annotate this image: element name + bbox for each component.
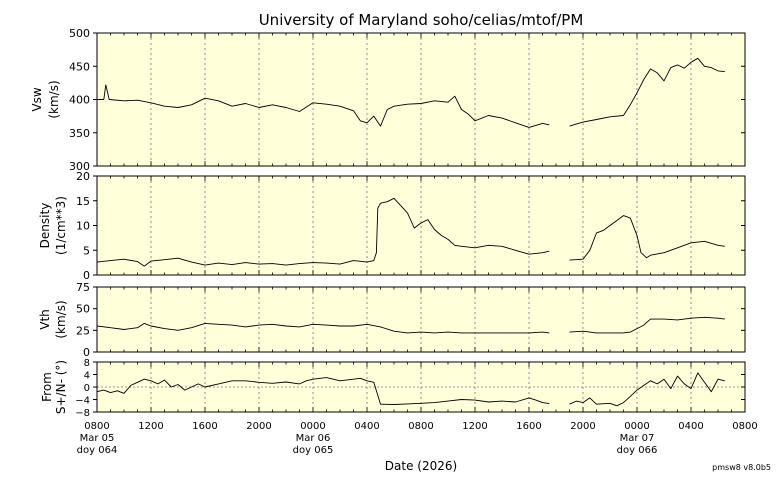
y-axis-label: Vsw xyxy=(30,87,44,111)
y-tick-label: 450 xyxy=(69,60,90,73)
series-line-vth xyxy=(569,316,725,334)
x-tick-label: 0400 xyxy=(354,421,379,432)
y-tick-label: −8 xyxy=(75,408,90,419)
y-tick-label: 0 xyxy=(83,346,90,359)
date-label: Mar 07 xyxy=(620,433,655,444)
x-tick-label: 0000 xyxy=(624,421,649,432)
x-tick-label: 0400 xyxy=(678,421,703,432)
panel-vsw: 300 350 400 450 500 Vsw (km/s) xyxy=(30,27,746,173)
x-tick-label: 1600 xyxy=(516,421,541,432)
x-tick-label: 2000 xyxy=(246,421,271,432)
series-line-density xyxy=(569,215,725,261)
y-tick-label: 25 xyxy=(76,324,90,337)
series-line-vsw xyxy=(569,57,725,127)
y-tick-label: 8 xyxy=(84,358,90,369)
series-line-from-sn xyxy=(569,372,725,407)
date-label: Mar 06 xyxy=(296,433,331,444)
series-line-vsw xyxy=(97,84,550,128)
doy-label: doy 064 xyxy=(77,445,118,456)
y-tick-label: 75 xyxy=(76,281,90,294)
doy-label: doy 066 xyxy=(617,445,658,456)
y-axis-unit: (km/s) xyxy=(54,300,68,338)
x-tick-label: 1200 xyxy=(462,421,487,432)
y-tick-label: 4 xyxy=(84,371,90,382)
doy-label: doy 065 xyxy=(293,445,334,456)
y-tick-label: 10 xyxy=(76,220,90,233)
y-tick-label: 350 xyxy=(69,127,90,140)
plot-area xyxy=(97,176,745,275)
y-tick-label: 5 xyxy=(83,244,90,257)
y-axis-unit: (km/s) xyxy=(47,80,61,118)
y-axis-label: Density xyxy=(38,203,52,249)
y-tick-label: 0 xyxy=(83,269,90,282)
y-tick-label: 50 xyxy=(76,303,90,316)
x-tick-label: 0000 xyxy=(300,421,325,432)
x-tick-label: 0800 xyxy=(732,421,757,432)
x-tick-label: 0800 xyxy=(84,421,109,432)
y-axis-label: From xyxy=(40,372,54,402)
series-line-density xyxy=(96,197,550,267)
x-axis: 0800 1200 1600 2000 0000 0400 0800 1200 1600 2000… xyxy=(77,421,758,456)
y-tick-label: −4 xyxy=(75,396,90,407)
y-axis-unit: S+/N- (°) xyxy=(54,360,68,414)
x-tick-label: 1200 xyxy=(138,421,163,432)
date-label: Mar 05 xyxy=(80,433,115,444)
y-tick-label: 300 xyxy=(69,160,90,173)
x-axis-label: Date (2026) xyxy=(385,459,457,473)
panel-vth: 0 25 50 75 Vth (km/s) xyxy=(38,281,746,359)
y-axis-label: Vth xyxy=(38,309,52,330)
y-tick-label: 400 xyxy=(69,94,90,107)
x-tick-label: 1600 xyxy=(192,421,217,432)
x-tick-label: 2000 xyxy=(570,421,595,432)
y-tick-label: 15 xyxy=(76,195,90,208)
x-tick-label: 0800 xyxy=(408,421,433,432)
chart-title: University of Maryland soho/celias/mtof/… xyxy=(259,11,584,29)
panel-density: 0 5 10 15 20 Density (1/cm**3) xyxy=(38,170,746,282)
series-line-from-sn xyxy=(96,377,550,405)
version-label: pmsw8 v8.0b5 xyxy=(712,463,771,472)
series-line-vth xyxy=(96,322,550,334)
y-tick-label: 500 xyxy=(69,27,90,40)
y-tick-label: 0 xyxy=(84,383,90,394)
panel-from-sn: −8−4 04 8 From S+/N- (°) xyxy=(40,358,746,419)
y-axis-unit: (1/cm**3) xyxy=(54,196,68,255)
y-tick-label: 20 xyxy=(76,170,90,183)
